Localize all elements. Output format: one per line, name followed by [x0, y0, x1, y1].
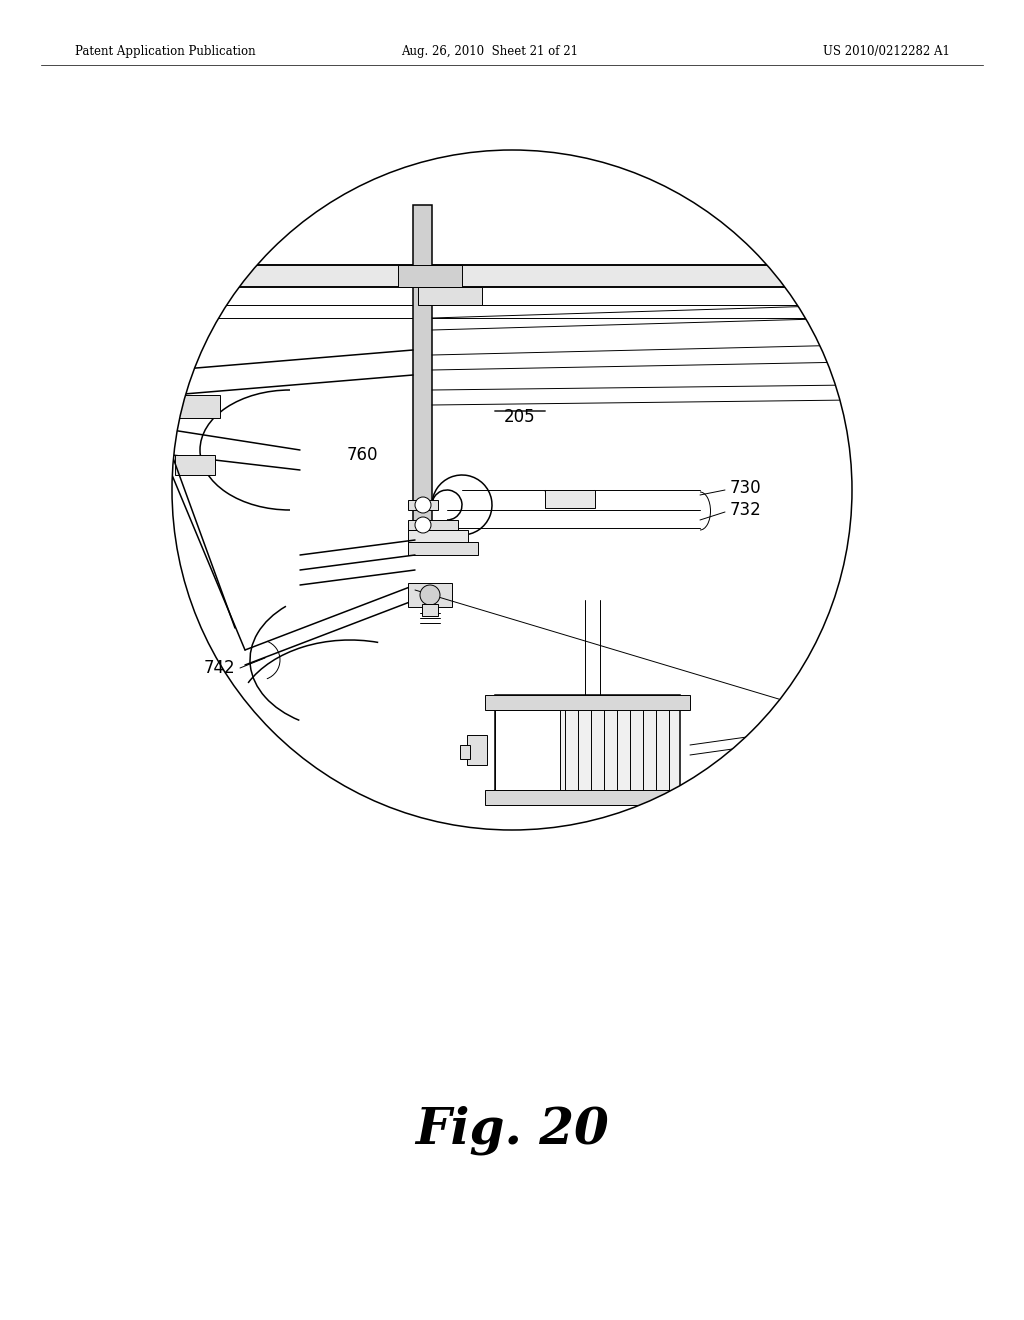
- Polygon shape: [418, 286, 482, 305]
- Polygon shape: [175, 455, 215, 475]
- Polygon shape: [175, 395, 220, 418]
- Text: 732: 732: [730, 502, 762, 519]
- Bar: [495, 696, 680, 805]
- Polygon shape: [408, 520, 458, 531]
- Polygon shape: [408, 531, 468, 543]
- Text: 730: 730: [730, 479, 762, 498]
- Polygon shape: [408, 500, 438, 510]
- Polygon shape: [398, 265, 462, 286]
- Text: Fig. 20: Fig. 20: [415, 1105, 609, 1155]
- Polygon shape: [485, 696, 690, 710]
- Circle shape: [420, 585, 440, 605]
- Bar: [467, 735, 487, 766]
- Circle shape: [415, 498, 431, 513]
- Text: 742: 742: [204, 659, 234, 677]
- Bar: [408, 583, 452, 607]
- Polygon shape: [495, 710, 560, 789]
- Circle shape: [415, 517, 431, 533]
- Text: 760: 760: [346, 446, 378, 465]
- Polygon shape: [413, 205, 432, 531]
- Bar: [422, 605, 438, 616]
- Text: Patent Application Publication: Patent Application Publication: [75, 45, 256, 58]
- Bar: [460, 744, 470, 759]
- Text: Aug. 26, 2010  Sheet 21 of 21: Aug. 26, 2010 Sheet 21 of 21: [401, 45, 579, 58]
- Text: US 2010/0212282 A1: US 2010/0212282 A1: [823, 45, 950, 58]
- Bar: [545, 490, 595, 508]
- Text: 205: 205: [504, 408, 536, 426]
- Polygon shape: [485, 789, 690, 805]
- Polygon shape: [172, 265, 852, 286]
- Polygon shape: [408, 543, 478, 554]
